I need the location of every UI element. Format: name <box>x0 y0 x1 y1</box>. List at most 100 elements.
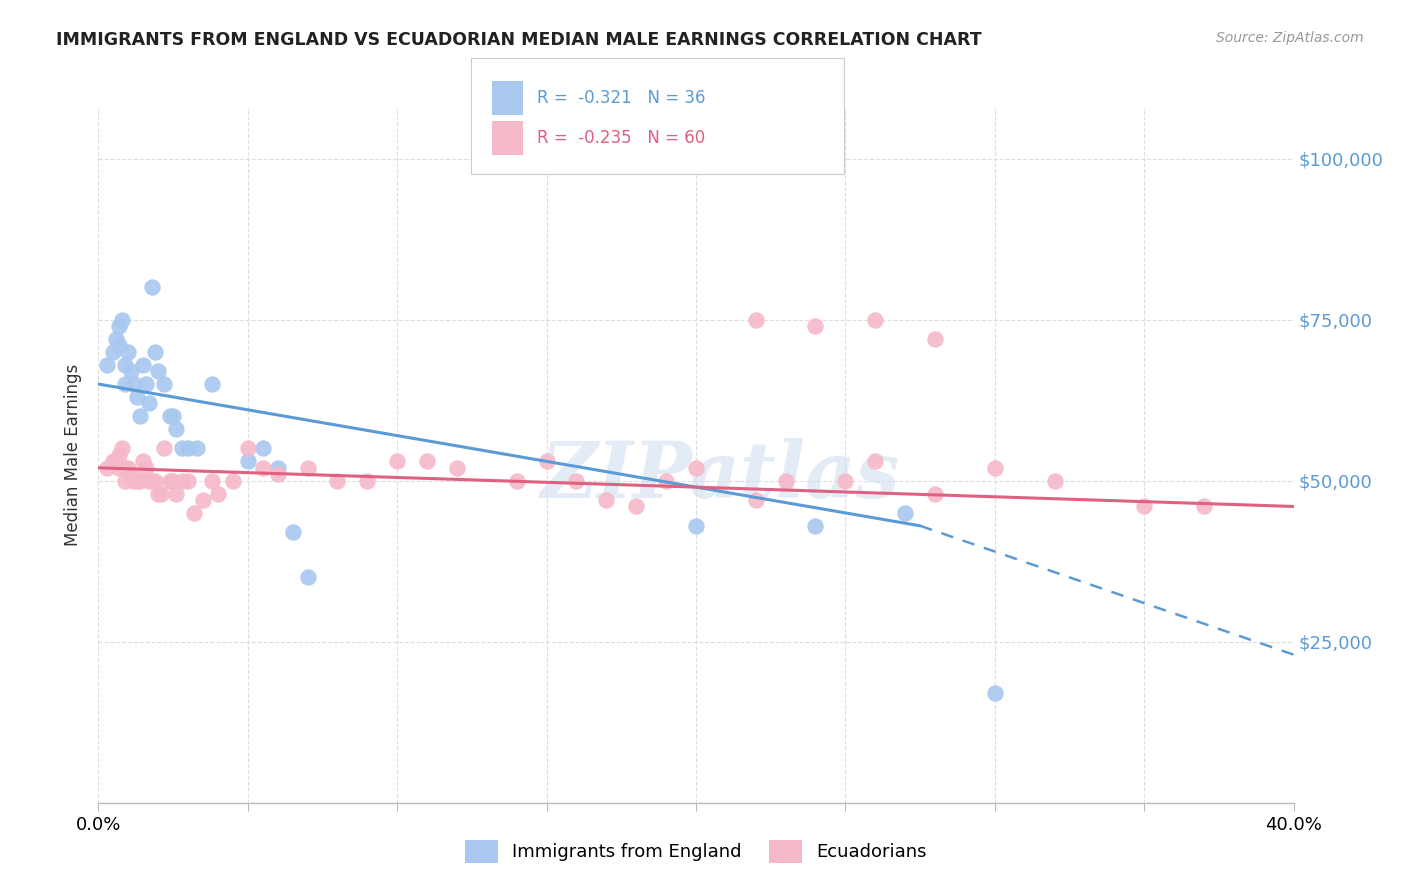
Point <box>114 474 136 488</box>
Point <box>120 364 142 378</box>
Point <box>626 500 648 514</box>
Point <box>1133 500 1156 514</box>
Point <box>129 474 152 488</box>
Text: R =  -0.235   N = 60: R = -0.235 N = 60 <box>537 129 706 147</box>
Point <box>924 486 946 500</box>
Point <box>124 474 146 488</box>
Point <box>326 474 349 488</box>
Point <box>108 319 131 334</box>
Point <box>201 474 224 488</box>
Point <box>506 474 529 488</box>
Point <box>165 486 187 500</box>
Point <box>924 332 946 346</box>
Point <box>129 409 152 424</box>
Point <box>138 396 160 410</box>
Point <box>177 474 200 488</box>
Point <box>177 442 200 456</box>
Point <box>103 344 125 359</box>
Point <box>745 312 768 326</box>
Point <box>143 344 166 359</box>
Point <box>162 474 184 488</box>
Point <box>96 460 118 475</box>
Point <box>834 474 856 488</box>
Point <box>1043 474 1066 488</box>
Point <box>685 518 707 533</box>
Point <box>775 474 797 488</box>
Point <box>865 454 887 468</box>
Point <box>356 474 378 488</box>
Point <box>894 506 917 520</box>
Point <box>150 486 173 500</box>
Point <box>148 364 170 378</box>
Point <box>252 442 274 456</box>
Point <box>138 474 160 488</box>
Point <box>745 493 768 508</box>
Point <box>655 474 678 488</box>
Point <box>865 312 887 326</box>
Point <box>153 442 176 456</box>
Point <box>172 442 194 456</box>
Point <box>114 377 136 392</box>
Point <box>108 448 131 462</box>
Point <box>141 280 163 294</box>
Point <box>111 442 134 456</box>
Point <box>108 460 131 475</box>
Point <box>132 358 155 372</box>
Point <box>804 319 827 334</box>
Point <box>143 474 166 488</box>
Point <box>984 460 1007 475</box>
Point <box>114 358 136 372</box>
Y-axis label: Median Male Earnings: Median Male Earnings <box>65 364 83 546</box>
Point <box>267 460 290 475</box>
Point <box>105 332 128 346</box>
Point <box>153 377 176 392</box>
Point <box>281 525 304 540</box>
Point <box>565 474 588 488</box>
Point <box>685 460 707 475</box>
Point <box>236 442 259 456</box>
Point <box>165 422 187 436</box>
Point <box>804 518 827 533</box>
Point <box>132 454 155 468</box>
Point <box>385 454 409 468</box>
Point <box>96 358 118 372</box>
Point <box>186 442 208 456</box>
Point <box>446 460 468 475</box>
Point <box>191 493 214 508</box>
Point <box>536 454 558 468</box>
Point <box>183 506 205 520</box>
Point <box>127 390 149 404</box>
Text: ZIPatlas: ZIPatlas <box>540 438 900 514</box>
Point <box>1192 500 1215 514</box>
Point <box>135 460 157 475</box>
Point <box>120 467 142 482</box>
Legend: Immigrants from England, Ecuadorians: Immigrants from England, Ecuadorians <box>458 832 934 871</box>
Point <box>103 454 125 468</box>
Point <box>297 570 319 584</box>
Point <box>201 377 224 392</box>
Point <box>207 486 229 500</box>
Text: IMMIGRANTS FROM ENGLAND VS ECUADORIAN MEDIAN MALE EARNINGS CORRELATION CHART: IMMIGRANTS FROM ENGLAND VS ECUADORIAN ME… <box>56 31 981 49</box>
Point <box>267 467 290 482</box>
Text: R =  -0.321   N = 36: R = -0.321 N = 36 <box>537 89 706 107</box>
Point <box>159 474 181 488</box>
Point <box>148 486 170 500</box>
Text: Source: ZipAtlas.com: Source: ZipAtlas.com <box>1216 31 1364 45</box>
Point <box>172 474 194 488</box>
Point <box>114 460 136 475</box>
Point <box>159 409 181 424</box>
Point <box>124 377 146 392</box>
Point <box>127 474 149 488</box>
Point <box>105 454 128 468</box>
Point <box>141 474 163 488</box>
Point <box>108 338 131 352</box>
Point <box>595 493 617 508</box>
Point <box>162 409 184 424</box>
Point <box>135 377 157 392</box>
Point <box>416 454 439 468</box>
Point <box>222 474 245 488</box>
Point <box>236 454 259 468</box>
Point <box>984 686 1007 700</box>
Point <box>117 344 139 359</box>
Point <box>117 460 139 475</box>
